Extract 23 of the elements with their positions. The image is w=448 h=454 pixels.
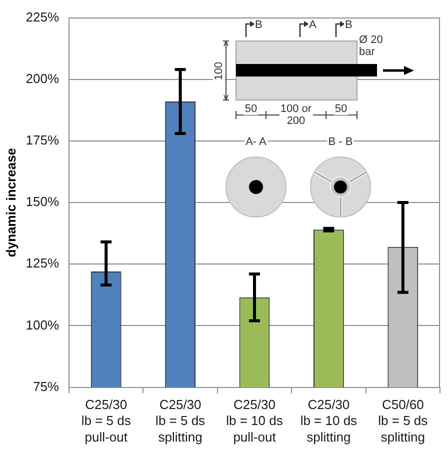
x-tick-label: C25/30 lb = 5 ds splitting	[156, 396, 206, 444]
annotation: B	[345, 19, 352, 31]
y-tick-label: 225%	[26, 9, 60, 24]
x-tick-label: C25/30 lb = 5 ds pull-out	[81, 396, 132, 444]
annotation: 100	[213, 62, 225, 80]
y-tick-label: 125%	[26, 256, 60, 271]
annotation: B - B	[328, 136, 353, 148]
annotation: A	[309, 19, 317, 31]
annotation: 50	[244, 103, 258, 115]
annotation: 50	[334, 103, 348, 115]
annotation: 100 or 200	[280, 103, 312, 127]
annotation: Ø 20 bar	[359, 34, 383, 58]
x-tick-label: C25/30 lb = 10 ds pull-out	[226, 396, 284, 444]
y-tick-label: 100%	[26, 317, 60, 332]
x-tick-label: C50/60 lb = 5 ds splitting	[378, 396, 428, 444]
x-tick-label: C25/30 lb = 10 ds splitting	[300, 396, 358, 444]
y-tick-label: 200%	[26, 70, 60, 86]
annotation: B	[255, 19, 262, 31]
y-axis-title: dynamic increase	[3, 148, 18, 258]
y-tick-label: 150%	[26, 194, 60, 210]
annotation: A- A	[246, 136, 268, 148]
y-tick-label: 75%	[32, 378, 60, 394]
y-tick-label: 175%	[26, 132, 60, 148]
